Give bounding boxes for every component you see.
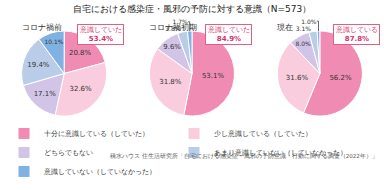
svg-text:31.8%: 31.8%	[159, 78, 182, 86]
svg-text:意識していた53.4%: 意識していた53.4%	[79, 26, 122, 43]
svg-text:1.0%: 1.0%	[301, 18, 317, 25]
svg-text:8.0%: 8.0%	[295, 40, 310, 47]
svg-text:19.4%: 19.4%	[27, 61, 50, 69]
svg-text:自宅における感染症・風邪の予防に対する意識（N=573）: 自宅における感染症・風邪の予防に対する意識（N=573）	[73, 4, 311, 14]
svg-text:20.8%: 20.8%	[69, 49, 92, 57]
svg-text:あまり意識していない（していなかった）: あまり意識していない（していなかった）	[214, 149, 344, 157]
svg-text:現在: 現在	[277, 23, 293, 32]
svg-text:少し意識している（していた）: 少し意識している（していた）	[214, 130, 312, 138]
svg-text:56.2%: 56.2%	[329, 74, 352, 82]
svg-text:意識していない（していなかった）: 意識していない（していなかった）	[43, 168, 156, 176]
svg-text:十分に意識している（していた）: 十分に意識している（していた）	[44, 130, 149, 138]
svg-text:9.6%: 9.6%	[163, 43, 181, 51]
svg-text:どちらでもない: どちらでもない	[44, 149, 93, 157]
svg-text:53.1%: 53.1%	[202, 72, 225, 80]
svg-text:コロナ禍前: コロナ禍前	[22, 23, 62, 32]
svg-text:31.6%: 31.6%	[286, 74, 309, 82]
svg-text:10.1%: 10.1%	[45, 39, 64, 45]
svg-text:3.1%: 3.1%	[296, 25, 312, 32]
svg-text:意識していた84.9%: 意識していた84.9%	[207, 26, 250, 43]
svg-text:意識している87.8%: 意識している87.8%	[335, 26, 378, 43]
svg-text:17.1%: 17.1%	[34, 90, 57, 98]
svg-text:コロナ禍初期: コロナ禍初期	[149, 23, 197, 32]
svg-text:1.7%: 1.7%	[172, 18, 188, 25]
svg-text:3.8%: 3.8%	[165, 25, 181, 32]
svg-text:32.6%: 32.6%	[69, 85, 92, 93]
svg-text:積水ハウス 住生活研究所「自宅における感染症・風邪の予防意識: 積水ハウス 住生活研究所「自宅における感染症・風邪の予防意識・行動に関する調査（…	[110, 152, 378, 160]
